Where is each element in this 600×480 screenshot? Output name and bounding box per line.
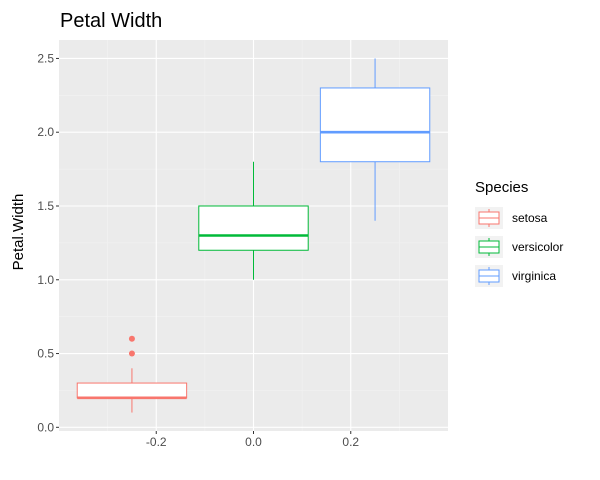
legend-item-setosa: setosa <box>475 207 548 229</box>
box-virginica <box>319 58 431 221</box>
legend-label: versicolor <box>512 240 563 254</box>
box-iqr <box>76 382 188 399</box>
legend-items: setosa versicolor virginica <box>475 207 563 287</box>
y-tick-label: 0.5 <box>37 347 54 361</box>
y-axis-label: Petal.Width <box>10 194 27 271</box>
y-tick-label: 1.5 <box>37 199 54 213</box>
legend-item-virginica: virginica <box>475 265 556 287</box>
box-iqr <box>319 87 431 163</box>
y-tick-label: 1.0 <box>37 273 54 287</box>
y-tick-label: 2.0 <box>37 125 54 139</box>
x-tick-label: -0.2 <box>146 435 167 449</box>
x-tick-label: 0.0 <box>245 435 262 449</box>
plot-panel: 0.0 0.5 1.0 1.5 2.0 2.5 -0.2 0.0 0.2 <box>37 40 448 449</box>
box-iqr <box>198 205 309 251</box>
legend-label: virginica <box>512 269 556 283</box>
legend-item-versicolor: versicolor <box>475 236 563 258</box>
legend-label: setosa <box>512 211 548 225</box>
chart-title: Petal Width <box>60 10 162 32</box>
x-tick-label: 0.2 <box>342 435 359 449</box>
outlier-point <box>128 350 135 357</box>
outlier-point <box>128 335 135 342</box>
box-versicolor <box>198 161 309 280</box>
y-tick-label: 0.0 <box>37 420 54 434</box>
box-setosa <box>76 335 188 413</box>
y-tick-label: 2.5 <box>37 51 54 65</box>
legend: Species setosa versicolor virginica <box>475 179 563 287</box>
legend-title: Species <box>475 179 528 196</box>
